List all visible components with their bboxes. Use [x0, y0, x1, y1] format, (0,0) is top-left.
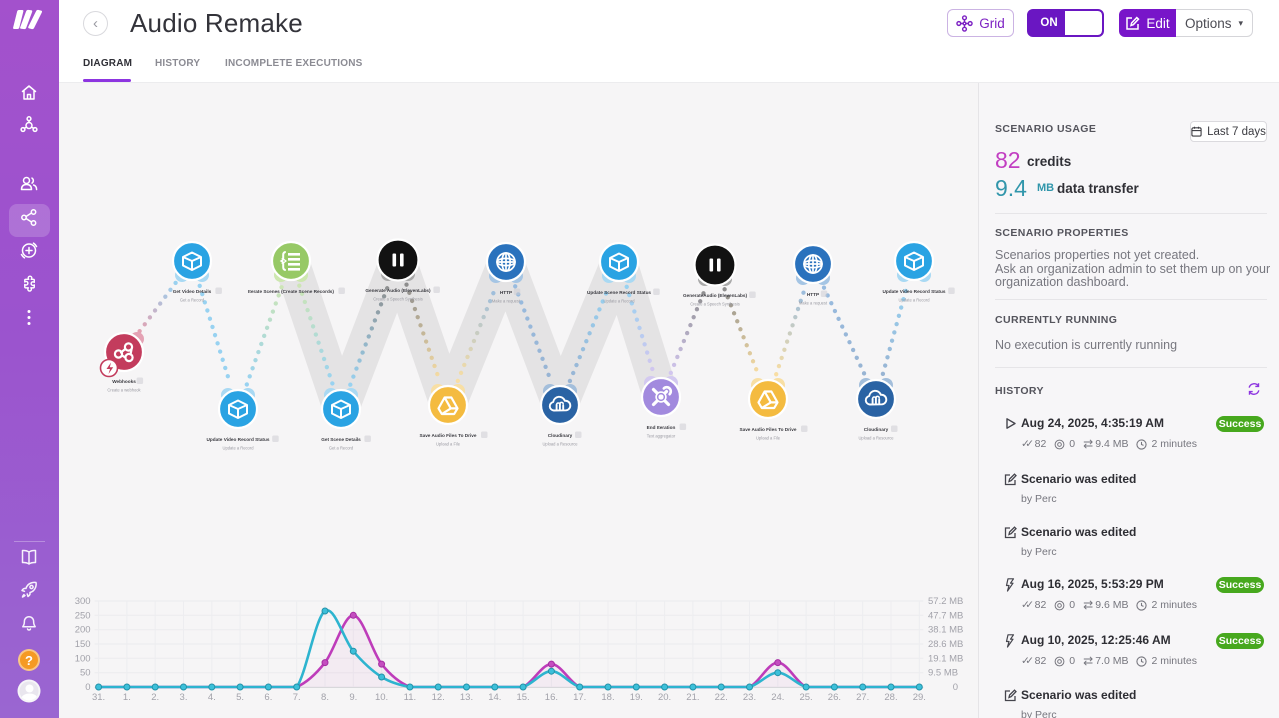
svg-text:50: 50 — [80, 668, 91, 679]
svg-text:HTTP: HTTP — [500, 290, 512, 295]
svg-text:47.7 MB: 47.7 MB — [928, 610, 963, 621]
svg-text:Make a request: Make a request — [799, 301, 828, 306]
svg-text:Upload a Resource: Upload a Resource — [858, 436, 894, 441]
svg-text:8.: 8. — [321, 692, 329, 703]
svg-text:5.: 5. — [236, 692, 244, 703]
svg-text:Update a Record: Update a Record — [223, 446, 255, 451]
svg-text:2.: 2. — [151, 692, 159, 703]
svg-text:17.: 17. — [573, 692, 586, 703]
svg-text:9.: 9. — [349, 692, 357, 703]
svg-text:Create a Speech Synthesis: Create a Speech Synthesis — [373, 297, 423, 302]
svg-text:Update a Record: Update a Record — [899, 298, 931, 303]
svg-text:Upload a File: Upload a File — [756, 436, 781, 441]
svg-text:24.: 24. — [771, 692, 784, 703]
svg-text:Cloudinary: Cloudinary — [864, 427, 889, 432]
svg-text:25.: 25. — [799, 692, 812, 703]
svg-text:HTTP: HTTP — [807, 292, 819, 297]
svg-text:0: 0 — [85, 682, 90, 693]
svg-text:Create a webhook: Create a webhook — [107, 388, 141, 393]
svg-text:19.1 MB: 19.1 MB — [928, 653, 963, 664]
svg-text:End Iteration: End Iteration — [647, 425, 676, 430]
svg-text:7.: 7. — [293, 692, 301, 703]
svg-text:Update Video Record Status: Update Video Record Status — [883, 289, 946, 294]
svg-text:27.: 27. — [856, 692, 869, 703]
svg-text:150: 150 — [75, 639, 91, 650]
svg-text:31.: 31. — [92, 692, 105, 703]
svg-text:57.2 MB: 57.2 MB — [928, 596, 963, 607]
svg-text:Upload a Resource: Upload a Resource — [542, 442, 578, 447]
svg-text:9.5 MB: 9.5 MB — [928, 668, 958, 679]
svg-text:Create a Speech Synthesis: Create a Speech Synthesis — [690, 302, 740, 307]
svg-text:250: 250 — [75, 610, 91, 621]
svg-text:13.: 13. — [460, 692, 473, 703]
svg-text:200: 200 — [75, 625, 91, 636]
svg-text:20.: 20. — [658, 692, 671, 703]
svg-text:3.: 3. — [180, 692, 188, 703]
svg-text:23.: 23. — [743, 692, 756, 703]
svg-text:GenerateAudio (ElevenLabs): GenerateAudio (ElevenLabs) — [683, 293, 748, 298]
svg-text:26.: 26. — [828, 692, 841, 703]
svg-text:6.: 6. — [264, 692, 272, 703]
svg-text:21.: 21. — [686, 692, 699, 703]
svg-text:300: 300 — [75, 596, 91, 607]
svg-text:28.: 28. — [884, 692, 897, 703]
svg-text:38.1 MB: 38.1 MB — [928, 625, 963, 636]
svg-text:11.: 11. — [404, 692, 417, 703]
svg-text:Generate Audio (ElevenLabs): Generate Audio (ElevenLabs) — [365, 288, 431, 293]
svg-text:Update Video Record Status: Update Video Record Status — [207, 437, 270, 442]
svg-text:Iterate Scenes (Create Scene R: Iterate Scenes (Create Scene Records) — [248, 289, 334, 294]
svg-text:Get Video Details: Get Video Details — [173, 289, 212, 294]
svg-text:22.: 22. — [715, 692, 728, 703]
svg-text:19.: 19. — [630, 692, 643, 703]
svg-text:29.: 29. — [913, 692, 926, 703]
svg-text:16.: 16. — [545, 692, 558, 703]
svg-text:Save Audio Files To Drive: Save Audio Files To Drive — [419, 433, 476, 438]
svg-text:0: 0 — [953, 682, 958, 693]
svg-text:1.: 1. — [123, 692, 131, 703]
svg-text:Get a Record: Get a Record — [180, 298, 205, 303]
svg-text:12.: 12. — [432, 692, 445, 703]
svg-text:Get Scene Details: Get Scene Details — [321, 437, 361, 442]
svg-text:Make a request: Make a request — [492, 299, 521, 304]
svg-text:Text aggregator: Text aggregator — [647, 434, 676, 439]
svg-text:18.: 18. — [601, 692, 614, 703]
svg-text:15.: 15. — [516, 692, 529, 703]
svg-text:Update Scene Record Status: Update Scene Record Status — [587, 290, 651, 295]
svg-text:Get a Record: Get a Record — [329, 446, 354, 451]
svg-text:Update a Record: Update a Record — [604, 299, 636, 304]
svg-text:Upload a File: Upload a File — [436, 442, 461, 447]
svg-text:4.: 4. — [208, 692, 216, 703]
svg-text:10.: 10. — [375, 692, 388, 703]
svg-text:28.6 MB: 28.6 MB — [928, 639, 963, 650]
svg-text:Cloudinary: Cloudinary — [548, 433, 573, 438]
svg-text:Save Audio Files To Drive: Save Audio Files To Drive — [739, 427, 796, 432]
svg-text:Webhooks: Webhooks — [112, 379, 136, 384]
svg-text:100: 100 — [75, 653, 91, 664]
svg-text:14.: 14. — [488, 692, 501, 703]
